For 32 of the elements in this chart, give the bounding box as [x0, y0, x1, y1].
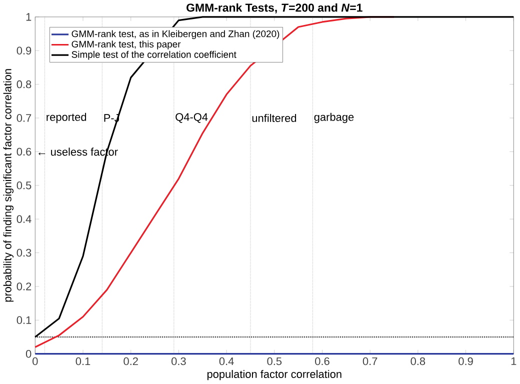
y-tick-label: 0.8: [16, 80, 32, 88]
x-tick-label: 1: [511, 358, 516, 366]
ref-line-label: Q4-Q4: [176, 113, 208, 124]
y-tick-label: 0.6: [16, 148, 32, 156]
x-tick-label: 0.6: [315, 358, 330, 366]
x-tick-label: 0.4: [219, 358, 234, 366]
y-tick-label: 0.2: [16, 282, 32, 291]
y-tick-label: 0: [26, 350, 32, 358]
y-tick-label: 0.3: [16, 249, 32, 257]
x-tick-label: 0: [32, 358, 38, 366]
x-tick-label: 0.9: [458, 358, 473, 366]
chart-title: GMM-rank Tests, T=200 and N=1: [186, 4, 362, 14]
x-tick-label: 0.5: [267, 358, 282, 366]
y-tick-label: 0.5: [16, 182, 32, 190]
x-tick-label: 0.7: [362, 358, 378, 366]
y-tick-label: 0.4: [16, 215, 32, 224]
y-tick-label: 1: [26, 13, 32, 21]
ref-line-label: unfiltered: [252, 114, 296, 122]
legend-label: GMM-rank test, as in Kleibergen and Zhan (2020): [72, 30, 280, 40]
x-tick-label: 0.8: [410, 358, 426, 366]
y-tick-label: 0.1: [16, 316, 32, 324]
ref-line-label: garbage: [314, 113, 354, 124]
x-tick-label: 0.1: [76, 358, 90, 366]
y-axis-title: probability of finding significant factor correlation: [3, 69, 14, 302]
legend-label: Simple test of the correlation coefficient: [72, 51, 236, 60]
y-tick-label: 0.7: [16, 114, 32, 122]
x-axis-title: population factor correlation: [207, 370, 342, 380]
ref-line-label: reported: [46, 113, 86, 124]
x-tick-label: 0.3: [172, 358, 186, 366]
legend-label: GMM-rank test, this paper: [72, 40, 181, 50]
x-tick-label: 0.2: [124, 358, 138, 366]
y-tick-label: 0.9: [16, 46, 32, 55]
